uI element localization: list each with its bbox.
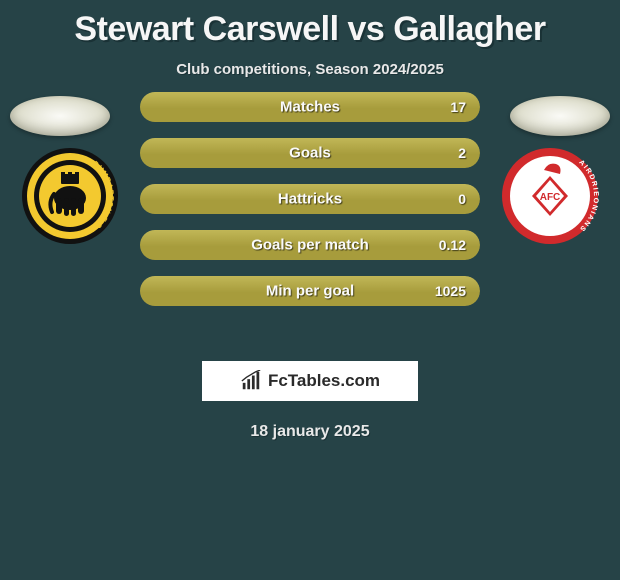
brand-box: FcTables.com xyxy=(202,361,418,401)
stat-label: Min per goal xyxy=(140,283,480,300)
stat-row: Min per goal1025 xyxy=(140,276,480,306)
stat-right-value: 0.12 xyxy=(439,237,466,253)
stat-right-value: 0 xyxy=(458,191,466,207)
stat-label: Matches xyxy=(140,99,480,116)
airdrieonians-badge-icon: AFC AIRDRIEONIANS xyxy=(500,146,600,246)
page-subtitle: Club competitions, Season 2024/2025 xyxy=(0,61,620,78)
stat-row: Hattricks0 xyxy=(140,184,480,214)
stat-row: Goals per match0.12 xyxy=(140,230,480,260)
stat-right-value: 17 xyxy=(450,99,466,115)
stat-label: Goals per match xyxy=(140,237,480,254)
stat-row: Matches17 xyxy=(140,92,480,122)
stat-right-value: 2 xyxy=(458,145,466,161)
player-right-placeholder xyxy=(510,96,610,136)
stat-row: Goals2 xyxy=(140,138,480,168)
page-title: Stewart Carswell vs Gallagher xyxy=(0,0,620,49)
brand-text: FcTables.com xyxy=(268,371,380,391)
stat-bars: Matches17 Goals2 Hattricks0 Goals per match… xyxy=(140,92,480,322)
player-left-placeholder xyxy=(10,96,110,136)
chart-icon xyxy=(240,370,262,392)
stat-right-value: 1025 xyxy=(435,283,466,299)
club-badge-left: DUMBARTON F.C. xyxy=(20,146,120,246)
stat-label: Hattricks xyxy=(140,191,480,208)
dumbarton-badge-icon: DUMBARTON F.C. xyxy=(20,146,120,246)
svg-text:AFC: AFC xyxy=(540,192,561,203)
comparison-area: DUMBARTON F.C. AFC AIRDRIEONIANS Matches… xyxy=(0,106,620,346)
stat-label: Goals xyxy=(140,145,480,162)
page-date: 18 january 2025 xyxy=(0,423,620,441)
club-badge-right: AFC AIRDRIEONIANS xyxy=(500,146,600,246)
